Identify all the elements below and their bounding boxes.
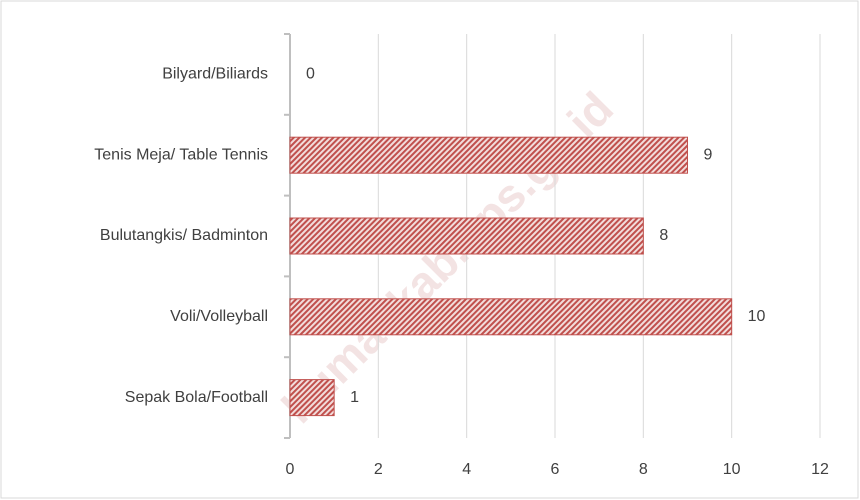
y-tick-label: Voli/Volleyball bbox=[170, 308, 268, 325]
data-label: 0 bbox=[306, 66, 315, 83]
data-label: 9 bbox=[704, 146, 713, 163]
y-tick-label: Tenis Meja/ Table Tennis bbox=[94, 146, 268, 163]
x-tick-label: 2 bbox=[374, 461, 383, 478]
x-tick-label: 10 bbox=[723, 461, 741, 478]
data-label: 8 bbox=[659, 227, 668, 244]
bar bbox=[289, 217, 644, 255]
bar bbox=[289, 379, 335, 417]
x-tick-label: 8 bbox=[639, 461, 648, 478]
data-label: 1 bbox=[350, 389, 359, 406]
y-tick-label: Bilyard/Biliards bbox=[162, 66, 268, 83]
bar bbox=[289, 136, 688, 174]
x-tick-label: 0 bbox=[286, 461, 295, 478]
x-tick-label: 6 bbox=[551, 461, 560, 478]
x-tick-label: 12 bbox=[811, 461, 829, 478]
y-tick-label: Bulutangkis/ Badminton bbox=[100, 227, 268, 244]
data-label: 10 bbox=[748, 308, 766, 325]
bar bbox=[289, 298, 733, 336]
x-tick-label: 4 bbox=[462, 461, 471, 478]
y-tick-label: Sepak Bola/Football bbox=[125, 389, 268, 406]
